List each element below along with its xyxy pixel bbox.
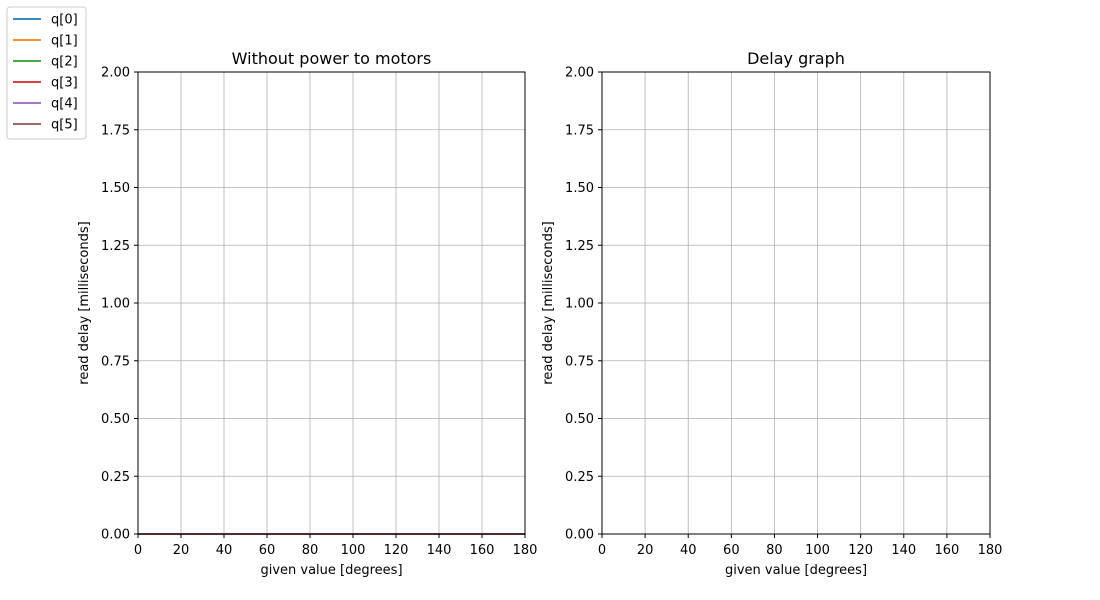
x-tick-label: 20 xyxy=(173,543,190,558)
y-tick-label: 0.75 xyxy=(101,354,130,369)
x-tick-label: 20 xyxy=(637,543,654,558)
y-tick-label: 0.00 xyxy=(101,528,130,543)
x-tick-label: 180 xyxy=(513,543,538,558)
x-tick-label: 80 xyxy=(302,543,319,558)
x-tick-label: 120 xyxy=(848,543,873,558)
legend-label: q[1] xyxy=(51,34,78,49)
y-tick-label: 2.00 xyxy=(101,66,130,81)
x-tick-label: 160 xyxy=(470,543,495,558)
y-tick-label: 1.25 xyxy=(101,239,130,254)
x-tick-label: 140 xyxy=(427,543,452,558)
y-axis-label: read delay [milliseconds] xyxy=(541,221,556,384)
chart-title: Without power to motors xyxy=(232,49,432,68)
legend-label: q[0] xyxy=(51,13,78,28)
y-axis-label: read delay [milliseconds] xyxy=(77,221,92,384)
y-tick-label: 1.75 xyxy=(565,123,594,138)
x-tick-label: 180 xyxy=(978,543,1003,558)
legend-label: q[2] xyxy=(51,55,78,70)
y-tick-label: 0.00 xyxy=(565,528,594,543)
x-tick-label: 160 xyxy=(934,543,959,558)
chart-delay-graph: 0 20 40 60 80 100 120 140 160 180 0.00 0.25 0.50 0.75… xyxy=(541,49,1002,578)
chart-title: Delay graph xyxy=(747,49,845,68)
legend: q[0] q[1] q[2] q[3] q[4] q[5] xyxy=(6,6,87,140)
y-tick-label: 0.25 xyxy=(101,470,130,485)
y-tick-label: 2.00 xyxy=(565,66,594,81)
chart-without-power: 0 20 40 60 80 100 120 140 160 180 0.00 0.25 0.50 0.75… xyxy=(77,49,537,578)
legend-label: q[4] xyxy=(51,97,78,112)
x-tick-label: 100 xyxy=(341,543,366,558)
y-tick-label: 1.50 xyxy=(565,181,594,196)
legend-label: q[3] xyxy=(51,76,78,91)
legend-label: q[5] xyxy=(51,118,78,133)
x-tick-label: 60 xyxy=(259,543,276,558)
y-tick-label: 1.00 xyxy=(565,297,594,312)
x-axis-label: given value [degrees] xyxy=(725,563,867,578)
x-tick-label: 100 xyxy=(805,543,830,558)
y-tick-label: 1.00 xyxy=(101,297,130,312)
y-tick-label: 1.25 xyxy=(565,239,594,254)
y-tick-label: 0.75 xyxy=(565,354,594,369)
x-tick-label: 40 xyxy=(216,543,233,558)
y-tick-label: 1.50 xyxy=(101,181,130,196)
x-tick-label: 60 xyxy=(723,543,740,558)
x-tick-label: 40 xyxy=(680,543,697,558)
x-tick-label: 80 xyxy=(766,543,783,558)
y-tick-label: 0.25 xyxy=(565,470,594,485)
x-tick-label: 140 xyxy=(891,543,916,558)
x-tick-label: 0 xyxy=(598,543,606,558)
x-tick-label: 120 xyxy=(384,543,409,558)
y-tick-label: 1.75 xyxy=(101,123,130,138)
y-tick-label: 0.50 xyxy=(565,412,594,427)
x-axis-label: given value [degrees] xyxy=(260,563,402,578)
y-tick-label: 0.50 xyxy=(101,412,130,427)
x-tick-label: 0 xyxy=(134,543,142,558)
